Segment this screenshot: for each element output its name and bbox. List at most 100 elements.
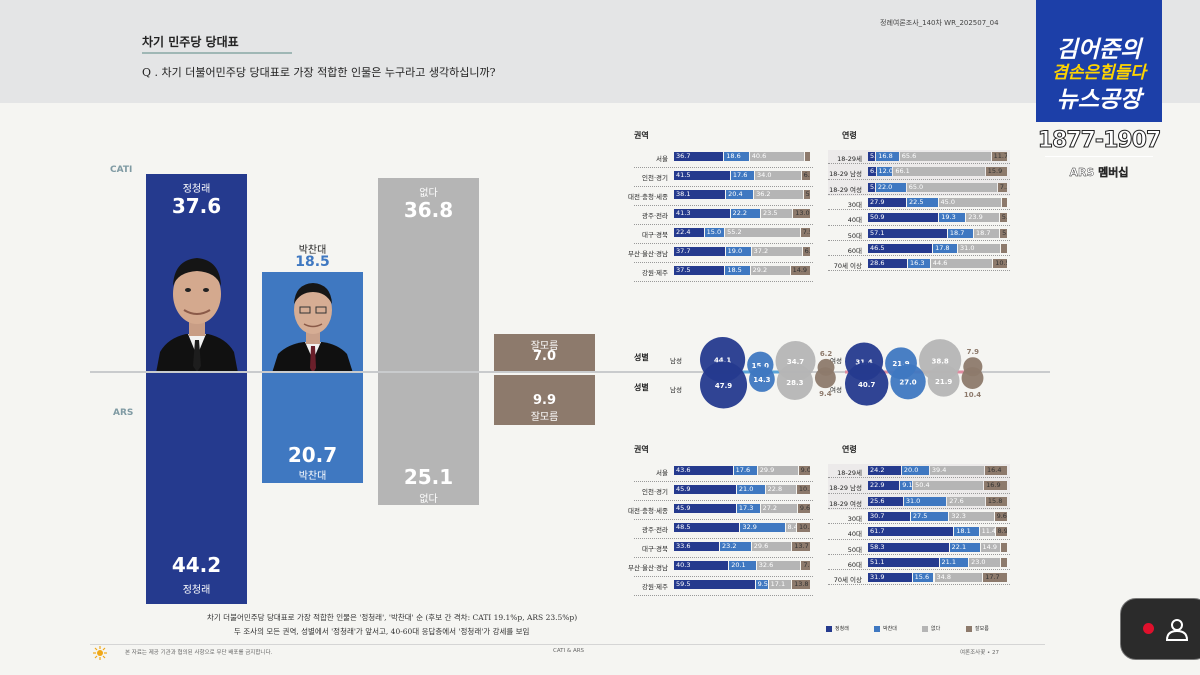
row-divider [634, 500, 813, 501]
row-label: 대구·경북 [642, 231, 668, 239]
panel-title-region-cati: 권역 [634, 131, 649, 140]
row-label: 70세 이상 [833, 262, 862, 271]
row-divider [634, 205, 813, 206]
gender-male-label-cati: 남성 [670, 357, 682, 365]
row-label: 대전·충청·세종 [627, 193, 668, 201]
breakdown-row: 30대 27.9 22.5 45.0 [848, 197, 1008, 209]
record-widget[interactable] [1120, 598, 1200, 660]
legend-item: 잘모름 [966, 625, 989, 632]
panel-title-age-ars: 연령 [842, 445, 857, 454]
row-divider [634, 519, 813, 520]
legend-item: 박찬대 [874, 625, 897, 632]
membership-label: ARS 멤버십 [1069, 166, 1129, 179]
row-segment: 6.1 [868, 167, 876, 177]
row-segment: 10.3 [796, 485, 810, 494]
logo-line-3: 뉴스공장 [1056, 87, 1142, 113]
candidate-photo-jcr [146, 244, 247, 373]
row-segment: 18.1 [954, 527, 979, 537]
channel-logo: 김어준의 겸손은힘들다 뉴스공장 [1036, 0, 1162, 122]
breakdown-row: 60대 46.5 17.8 31.0 [848, 243, 1008, 255]
row-divider [828, 209, 1010, 211]
breakdown-row: 50대 58.3 22.1 14.9 [848, 542, 1008, 554]
row-segment [1001, 542, 1007, 552]
row-label: 18-29세 [837, 155, 862, 163]
row-divider [828, 270, 1010, 272]
row-divider [828, 178, 1010, 180]
gender-bubble-label: 38.8 [931, 357, 948, 365]
row-divider [634, 595, 813, 596]
breakdown-row: 40대 50.919.323.95.9 [848, 213, 1008, 224]
row-segment: 11.4 [979, 527, 995, 537]
row-segment: 7.5 [800, 228, 810, 237]
bar-label-name: 박찬대 [298, 245, 327, 256]
row-label: 60대 [847, 560, 862, 569]
row-segment: 45.9 [674, 504, 736, 513]
breakdown-row: 대구·경북 33.6 23.2 29.6 13.7 [642, 542, 811, 553]
breakdown-row: 부산·울산·경남 37.719.037.26.1 [628, 247, 811, 258]
legend-label: 정청래 [835, 626, 849, 632]
row-segment: 5.4 [803, 190, 810, 199]
gender-bubble-label: 21.9 [935, 378, 952, 386]
breakdown-row: 대구·경북 22.415.055.27.5 [642, 228, 811, 239]
row-segment: 9.5 [755, 580, 768, 589]
row-label: 18-29 여성 [829, 185, 862, 194]
row-segment: 16.3 [908, 259, 930, 269]
row-label: 18-29 남성 [829, 484, 862, 493]
row-segment: 6.8 [801, 171, 810, 180]
row-divider [634, 281, 813, 282]
row-divider [634, 481, 813, 482]
breakdown-row: 서울 43.6 17.6 29.9 9.0 [656, 466, 811, 477]
row-segment [1001, 557, 1007, 567]
gender-bubble [927, 364, 960, 397]
row-segment: 18.6 [724, 152, 749, 161]
method-label-cati: CATI [110, 165, 133, 175]
row-label: 서울 [656, 469, 668, 477]
row-segment: 23.2 [719, 542, 751, 551]
row-segment: 9.0 [798, 466, 810, 475]
row-segment: 32.9 [740, 523, 785, 532]
row-divider [828, 224, 1010, 226]
summary-note-2: 두 조사의 모든 권역, 성별에서 '정청래'가 앞서고, 40-60대 응답층… [234, 627, 530, 636]
breakdown-row: 광주·전라 48.532.98.410.2 [642, 523, 811, 534]
legend-swatch [874, 625, 880, 632]
survey-question: Q . 차기 더불어민주당 당대표로 가장 적합한 인물은 누구라고 생각하십니… [142, 66, 496, 79]
gender-bubble [749, 366, 775, 392]
row-segment: 31.0 [903, 496, 947, 506]
row-divider [828, 163, 1010, 165]
legend-swatch [826, 625, 832, 632]
record-dot-icon [1143, 623, 1154, 634]
bar-label-name: 없다 [419, 188, 438, 199]
sun-logo-icon [93, 646, 107, 660]
user-icon[interactable] [1165, 617, 1189, 641]
row-segment: 8.4 [785, 523, 797, 532]
row-segment: 13.0 [793, 209, 810, 218]
gender-bubble-label: 40.7 [858, 381, 875, 389]
gender-bubbles: 44.115.034.76.247.914.328.39.431.421.938… [700, 337, 984, 409]
bar-ars-jcr: 44.2 정청래 [146, 373, 247, 604]
row-segment: 17.6 [730, 171, 755, 180]
row-divider [828, 507, 1010, 509]
baseline [90, 371, 1050, 373]
row-divider [828, 193, 1010, 195]
gender-bubble-label: 44.1 [714, 357, 731, 365]
row-segment: 22.1 [949, 542, 980, 552]
gender-bubble-label: 34.7 [787, 358, 804, 366]
row-segment: 61.7 [868, 527, 954, 537]
breakdown-row: 70세 이상 28.616.344.610.5 [834, 259, 1008, 270]
row-segment [1001, 197, 1007, 207]
title-underline [142, 52, 292, 54]
row-segment: 29.6 [751, 542, 792, 551]
footer-page: 여론조사꽃 • 27 [960, 650, 1000, 656]
footer-rule [90, 644, 1045, 645]
gender-title-cati: 성별 [634, 353, 649, 362]
legend-swatch [966, 625, 972, 632]
bar-label-name: 잘모름 [530, 412, 559, 423]
row-segment: 31.9 [868, 573, 912, 583]
row-segment: 45.0 [938, 197, 1001, 207]
row-label: 18-29세 [837, 469, 862, 477]
gender-male-label-ars: 남성 [670, 386, 682, 394]
row-label: 광주·전라 [642, 526, 668, 534]
row-segment: 17.8 [933, 243, 957, 253]
row-label: 60대 [847, 246, 862, 255]
